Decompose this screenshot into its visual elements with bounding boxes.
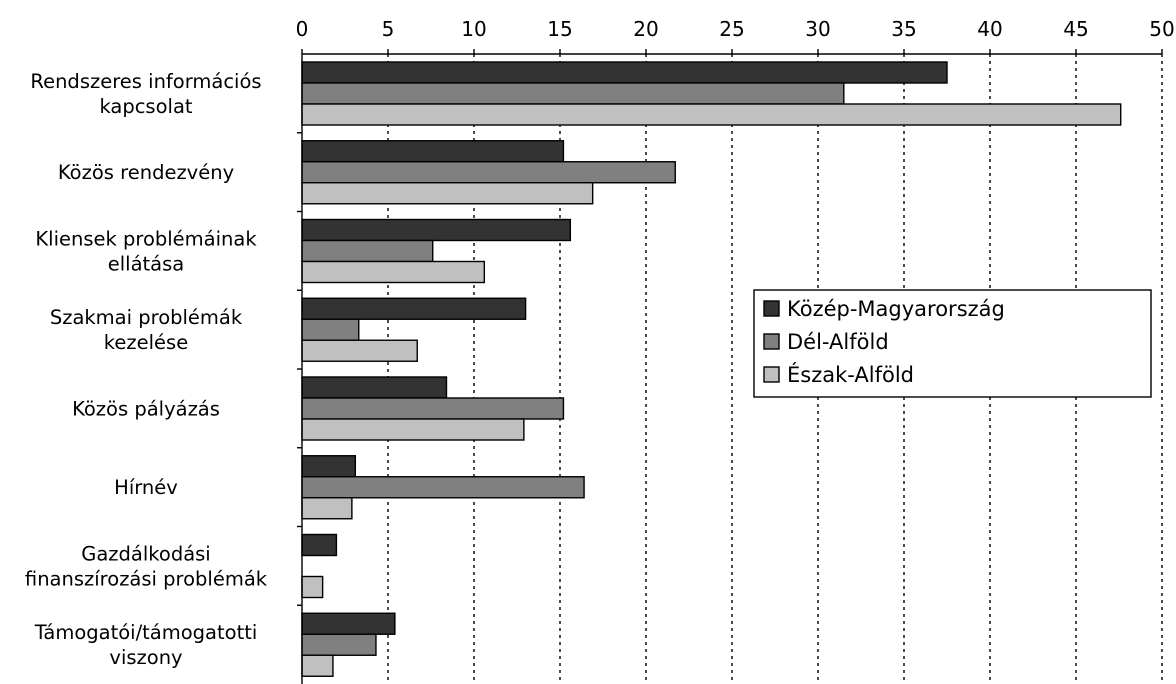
- bar-2-3: [301, 239, 434, 263]
- bar-3-5: [301, 418, 525, 441]
- bar-1-4: [301, 297, 527, 320]
- category-label: kapcsolat: [99, 95, 192, 118]
- category-label: finanszírozási problémák: [25, 567, 268, 590]
- bar-1-3: [301, 218, 572, 242]
- category-label: ellátása: [108, 252, 185, 275]
- category-label: kezelése: [104, 331, 188, 354]
- bar-2-5: [301, 397, 565, 420]
- bar-1-7: [301, 533, 338, 557]
- x-tick-label: 40: [977, 17, 1002, 41]
- bar-3-1: [301, 103, 1122, 126]
- x-tick-label: 15: [547, 17, 572, 41]
- bars: [301, 61, 1122, 677]
- bar-1-2: [301, 140, 565, 163]
- legend-swatch: [763, 300, 780, 317]
- legend-label: Közép-Magyarország: [787, 297, 1005, 321]
- bar-2-4: [301, 318, 360, 341]
- bar-3-7: [301, 575, 324, 599]
- x-tick-label: 20: [633, 17, 658, 41]
- category-label: viszony: [109, 646, 182, 669]
- x-tick-label: 25: [719, 17, 744, 41]
- legend-swatch: [763, 366, 780, 383]
- bar-1-5: [301, 376, 448, 399]
- legend-swatch: [763, 333, 780, 350]
- axes: 0 5 10 15 20 25 30 35 40 45 50 Rendszeres informáci…: [25, 17, 1175, 684]
- legend-box: [753, 289, 1152, 398]
- bar-1-6: [301, 455, 357, 478]
- legend: Közép-Magyarország Dél-Alföld Észak-Alföld: [753, 289, 1152, 398]
- category-label: Rendszeres információs: [30, 70, 261, 93]
- bar-3-4: [301, 339, 418, 362]
- category-label: Gazdálkodási: [81, 542, 210, 565]
- bar-2-1: [301, 82, 845, 105]
- bar-1-1: [301, 61, 948, 84]
- x-tick-label: 30: [805, 17, 830, 41]
- bar-2-6: [301, 476, 585, 499]
- legend-label: Dél-Alföld: [787, 330, 889, 354]
- bar-2-8: [301, 633, 377, 656]
- bar-2-2: [301, 161, 676, 184]
- x-tick-label: 50: [1149, 17, 1174, 41]
- category-label: Szakmai problémák: [50, 306, 243, 329]
- bar-3-6: [301, 497, 353, 520]
- x-tick-label: 35: [891, 17, 916, 41]
- legend-label: Észak-Alföld: [787, 362, 914, 387]
- bar-1-8: [301, 612, 396, 635]
- bar-3-8: [301, 654, 334, 677]
- category-label: Közös rendezvény: [58, 161, 234, 184]
- category-label: Támogatói/támogatotti: [34, 621, 258, 644]
- bar-3-2: [301, 182, 594, 205]
- category-label: Kliensek problémáinak: [35, 227, 257, 250]
- x-tick-label: 0: [296, 17, 309, 41]
- x-tick-label: 5: [382, 17, 395, 41]
- x-tick-label: 45: [1063, 17, 1088, 41]
- x-tick-label: 10: [461, 17, 486, 41]
- category-label: Közös pályázás: [72, 397, 220, 420]
- bar-3-3: [301, 260, 486, 284]
- category-label: Hírnév: [114, 476, 178, 499]
